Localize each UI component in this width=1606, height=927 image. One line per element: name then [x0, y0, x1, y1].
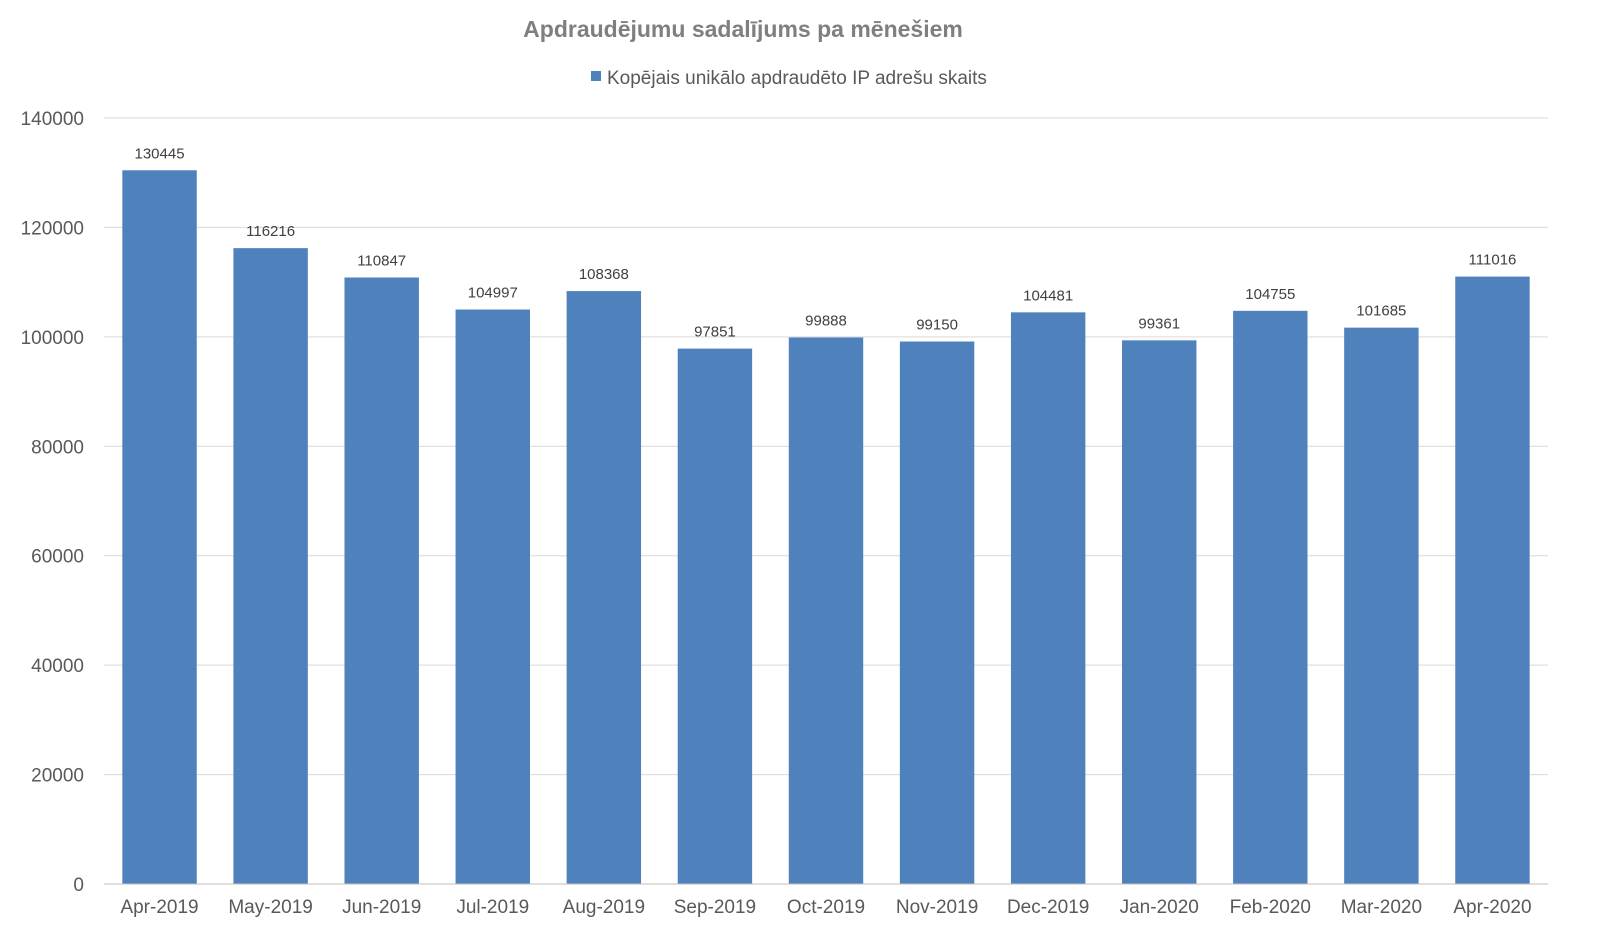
x-axis-ticks: Apr-2019 May-2019 Jun-2019 Jul-2019 Aug-2019… [120, 897, 1531, 918]
x-tick-label: Jul-2019 [456, 897, 529, 918]
y-axis-ticks: 0 20000 40000 60000 80000 100000 120000 140000 [21, 109, 84, 896]
chart-title: Apdraudējumu sadalījums pa mēnešiem [523, 16, 963, 42]
bar [899, 341, 975, 885]
bars [122, 170, 1530, 885]
legend-swatch [591, 71, 601, 81]
x-tick-label: Jan-2020 [1120, 897, 1199, 918]
data-label: 130445 [135, 145, 185, 162]
legend: Kopējais unikālo apdraudēto IP adrešu sk… [591, 68, 987, 89]
bar [122, 170, 197, 885]
data-label: 116216 [246, 223, 295, 240]
y-tick-label: 0 [73, 875, 84, 896]
x-tick-label: May-2019 [228, 897, 313, 918]
data-label: 97851 [694, 324, 736, 341]
bar [455, 309, 530, 884]
y-tick-label: 120000 [21, 218, 84, 239]
y-tick-label: 20000 [31, 766, 84, 787]
data-label: 99888 [805, 312, 847, 329]
bar [1233, 310, 1308, 884]
x-tick-label: Sep-2019 [674, 897, 756, 918]
bar [233, 248, 308, 885]
y-tick-label: 100000 [21, 328, 84, 349]
data-label: 104997 [468, 285, 518, 302]
data-label: 111016 [1469, 252, 1517, 269]
bar [1344, 327, 1419, 884]
x-tick-label: Dec-2019 [1007, 897, 1089, 918]
x-tick-label: Nov-2019 [896, 897, 978, 918]
data-label: 101685 [1356, 303, 1406, 320]
x-tick-label: Apr-2020 [1453, 897, 1531, 918]
x-tick-label: Oct-2019 [787, 897, 865, 918]
bar [1455, 276, 1530, 885]
x-tick-label: Jun-2019 [342, 897, 421, 918]
x-tick-label: Mar-2020 [1341, 897, 1422, 918]
bar [1010, 312, 1086, 884]
y-tick-label: 80000 [31, 437, 84, 458]
y-tick-label: 140000 [21, 109, 84, 130]
x-tick-label: Aug-2019 [563, 897, 645, 918]
data-label: 99150 [916, 317, 958, 334]
x-tick-label: Apr-2019 [120, 897, 198, 918]
data-labels: 130445 116216 110847 104997 108368 97851 99888… [135, 145, 1517, 340]
bar [788, 337, 864, 884]
data-label: 104755 [1245, 286, 1295, 303]
bar [344, 277, 419, 884]
x-tick-label: Feb-2020 [1230, 897, 1311, 918]
y-tick-label: 60000 [31, 547, 84, 568]
data-label: 108368 [579, 266, 629, 283]
bar [1122, 340, 1197, 884]
y-tick-label: 40000 [31, 656, 84, 677]
bar [677, 348, 753, 884]
data-label: 99361 [1138, 315, 1180, 332]
data-label: 104481 [1023, 287, 1073, 304]
data-label: 110847 [357, 253, 406, 270]
legend-label: Kopējais unikālo apdraudēto IP adrešu sk… [607, 68, 987, 89]
bar [566, 291, 642, 884]
